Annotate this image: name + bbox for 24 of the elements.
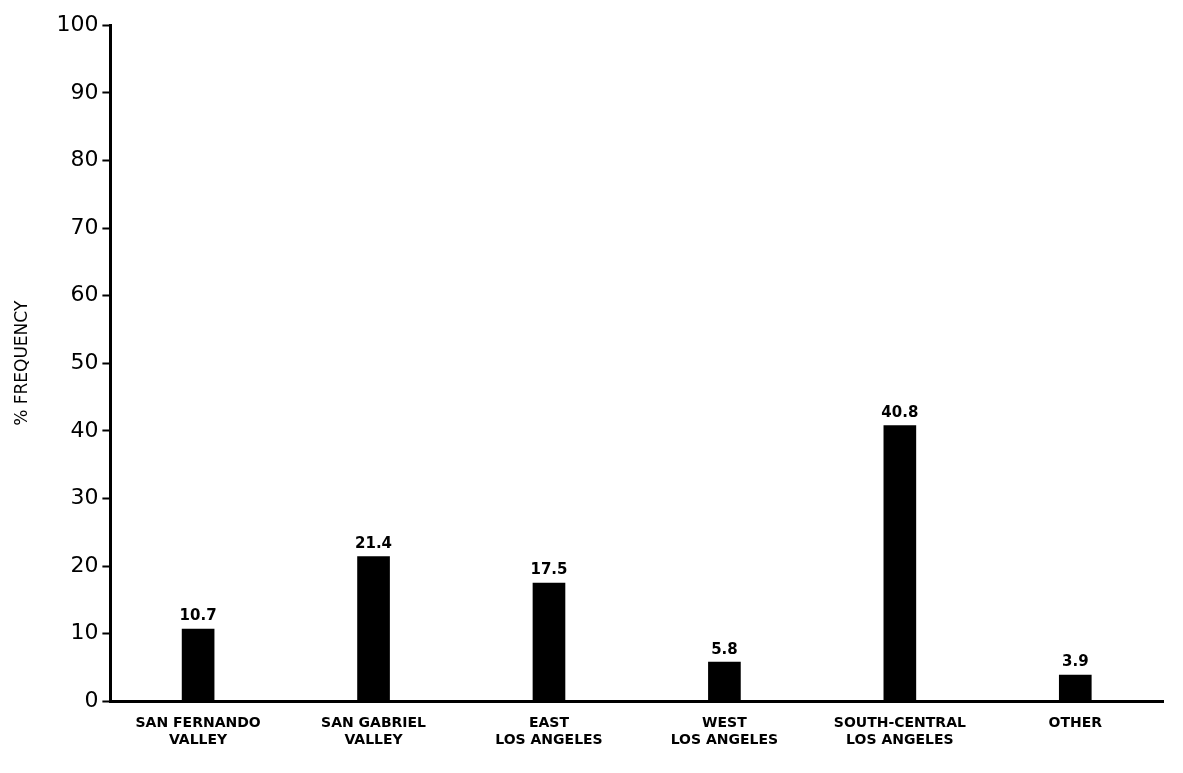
data-label: 5.8 <box>711 639 738 658</box>
data-label: 40.8 <box>881 402 919 421</box>
x-tick-label: WEST LOS ANGELES <box>670 714 779 748</box>
data-label: 3.9 <box>1061 652 1089 671</box>
y-tick-label: 40 <box>70 416 99 442</box>
x-tick-label: SAN FERNANDO VALLEY <box>135 714 261 748</box>
y-tick-label: 0 <box>84 687 99 713</box>
y-tick-label: 90 <box>70 78 99 104</box>
y-tick-label: 70 <box>70 213 99 239</box>
data-label: 10.7 <box>179 606 217 625</box>
y-tick-label: 10 <box>70 619 99 645</box>
y-tick-label: 100 <box>56 10 99 36</box>
x-tick-label: SAN GABRIEL VALLEY <box>321 714 427 748</box>
y-tick-label: 50 <box>70 349 99 375</box>
y-tick-label: 30 <box>70 484 99 510</box>
data-label: 17.5 <box>530 560 568 579</box>
x-tick-label: EAST LOS ANGELES <box>495 714 603 748</box>
y-tick-label: 60 <box>70 281 99 307</box>
y-tick-label: 20 <box>70 551 99 577</box>
x-tick-label: SOUTH-CENTRAL LOS ANGELES <box>833 714 966 748</box>
y-tick-label: 80 <box>70 146 99 172</box>
x-tick-label: OTHER <box>1048 714 1103 731</box>
data-label: 21.4 <box>355 534 393 553</box>
y-axis-title: % FREQUENCY <box>10 300 31 426</box>
